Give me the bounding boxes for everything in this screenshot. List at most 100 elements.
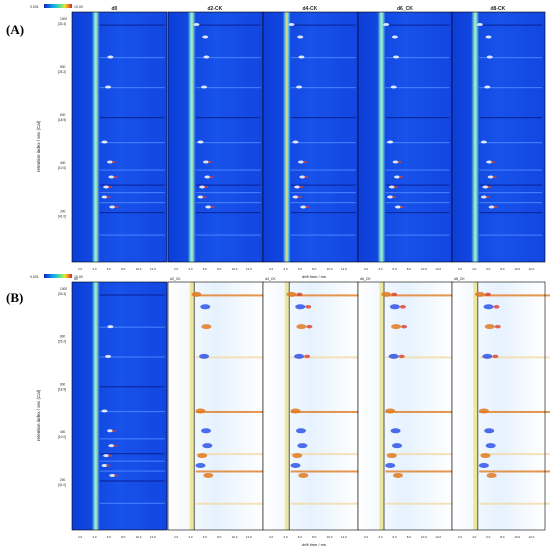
feature-line <box>385 57 450 59</box>
feature-line <box>290 24 356 26</box>
difference-spot <box>294 353 305 359</box>
signal-spot-red <box>399 206 404 208</box>
heatmap-background <box>263 12 358 262</box>
signal-spot <box>105 85 112 89</box>
difference-spot <box>478 408 489 414</box>
x-tick-label: 4.0 <box>283 267 288 271</box>
x-tick-label: 4.0 <box>472 267 477 271</box>
signal-spot <box>484 85 491 89</box>
x-tick-label: 12.0 <box>246 535 252 539</box>
x-tick-label: 8.0 <box>312 535 317 539</box>
y-tick-sublabel: [41.0] <box>58 214 66 218</box>
difference-spot <box>290 408 301 414</box>
difference-spot <box>305 305 312 309</box>
y-tick-sublabel: [18.9] <box>58 118 66 122</box>
signal-spot-red <box>112 161 116 163</box>
y-tick-sublabel: [25.2] <box>58 340 66 344</box>
feature-line <box>479 192 543 194</box>
feature-line <box>195 202 261 204</box>
sample-panel <box>262 11 359 263</box>
signal-spot <box>480 140 487 144</box>
sample-title: d2-CK <box>208 6 223 12</box>
x-tick-label: 8.0 <box>407 267 412 271</box>
feature-line <box>385 410 460 413</box>
x-tick-label: 12.0 <box>150 535 156 539</box>
signal-spot <box>485 35 492 39</box>
feature-line <box>99 169 165 171</box>
signal-spot <box>107 55 114 59</box>
difference-spot <box>484 292 491 297</box>
feature-line <box>290 294 366 297</box>
difference-spot <box>296 324 307 330</box>
panel-a-letter: (A) <box>6 22 25 37</box>
feature-line <box>195 24 261 26</box>
difference-spot <box>398 354 405 359</box>
colorbar-max-label: 10.00 <box>74 5 83 9</box>
difference-spot <box>391 292 398 297</box>
feature-line <box>479 57 543 59</box>
feature-line <box>290 470 366 473</box>
signal-spot-red <box>297 196 302 198</box>
heatmap-background <box>72 12 167 262</box>
y-tick-label: 800 <box>60 335 66 339</box>
feature-line <box>479 202 543 204</box>
feature-line <box>195 212 261 214</box>
signal-spot-red <box>204 186 209 188</box>
difference-spot <box>295 304 306 310</box>
heatmap-background <box>263 282 358 530</box>
feature-line <box>99 326 165 328</box>
signal-spot-red <box>208 161 212 163</box>
feature-line <box>385 234 450 236</box>
difference-spot <box>389 304 400 310</box>
x-tick-label: 12.0 <box>246 267 252 271</box>
x-tick-label: 10.0 <box>327 267 333 271</box>
feature-line <box>290 169 356 171</box>
x-tick-label: 10.0 <box>514 535 520 539</box>
signal-spot <box>486 55 493 59</box>
feature-line <box>479 87 543 89</box>
signal-spot-red <box>399 176 404 178</box>
heatmap-background <box>168 12 263 262</box>
feature-line <box>195 57 261 59</box>
difference-spot <box>191 291 202 297</box>
x-tick-label: 2.0 <box>269 535 274 539</box>
x-tick-label: 2.0 <box>174 267 179 271</box>
feature-line <box>290 453 366 456</box>
x-tick-label: 6.0 <box>203 535 208 539</box>
feature-line <box>290 202 356 204</box>
x-tick-label: 4.0 <box>188 267 193 271</box>
feature-line <box>99 234 165 236</box>
signal-spot-red <box>397 161 402 163</box>
panel-frame <box>71 11 168 263</box>
x-tick-label: 10.0 <box>232 535 238 539</box>
signal-spot <box>203 160 209 164</box>
difference-spot <box>485 443 496 449</box>
x-tick-label: 6.0 <box>392 267 397 271</box>
sample-title: d8-CK <box>491 6 506 12</box>
y-tick-label: 600 <box>60 382 66 386</box>
sample-panel <box>451 11 546 263</box>
signal-spot-red <box>108 454 113 457</box>
difference-spot <box>296 428 306 434</box>
feature-line <box>385 356 460 359</box>
difference-spot <box>197 453 208 459</box>
signal-spot <box>107 325 114 329</box>
feature-line <box>195 356 271 359</box>
signal-spot <box>105 354 112 358</box>
feature-line <box>479 470 550 473</box>
signal-spot <box>101 195 108 199</box>
signal-spot-red <box>108 186 113 188</box>
signal-spot-red <box>202 196 207 198</box>
signal-spot-red <box>493 206 498 208</box>
feature-line <box>99 117 165 119</box>
difference-spot <box>202 443 213 449</box>
rip-line <box>187 12 196 262</box>
sample-panel <box>357 11 453 263</box>
heatmap-background <box>358 282 452 530</box>
feature-line <box>195 410 271 413</box>
feature-line <box>479 184 543 186</box>
signal-spot <box>201 85 208 89</box>
colorbar-min-label: 0.001 <box>30 275 39 279</box>
difference-spot <box>493 305 500 309</box>
x-tick-label: 10.0 <box>514 267 520 271</box>
